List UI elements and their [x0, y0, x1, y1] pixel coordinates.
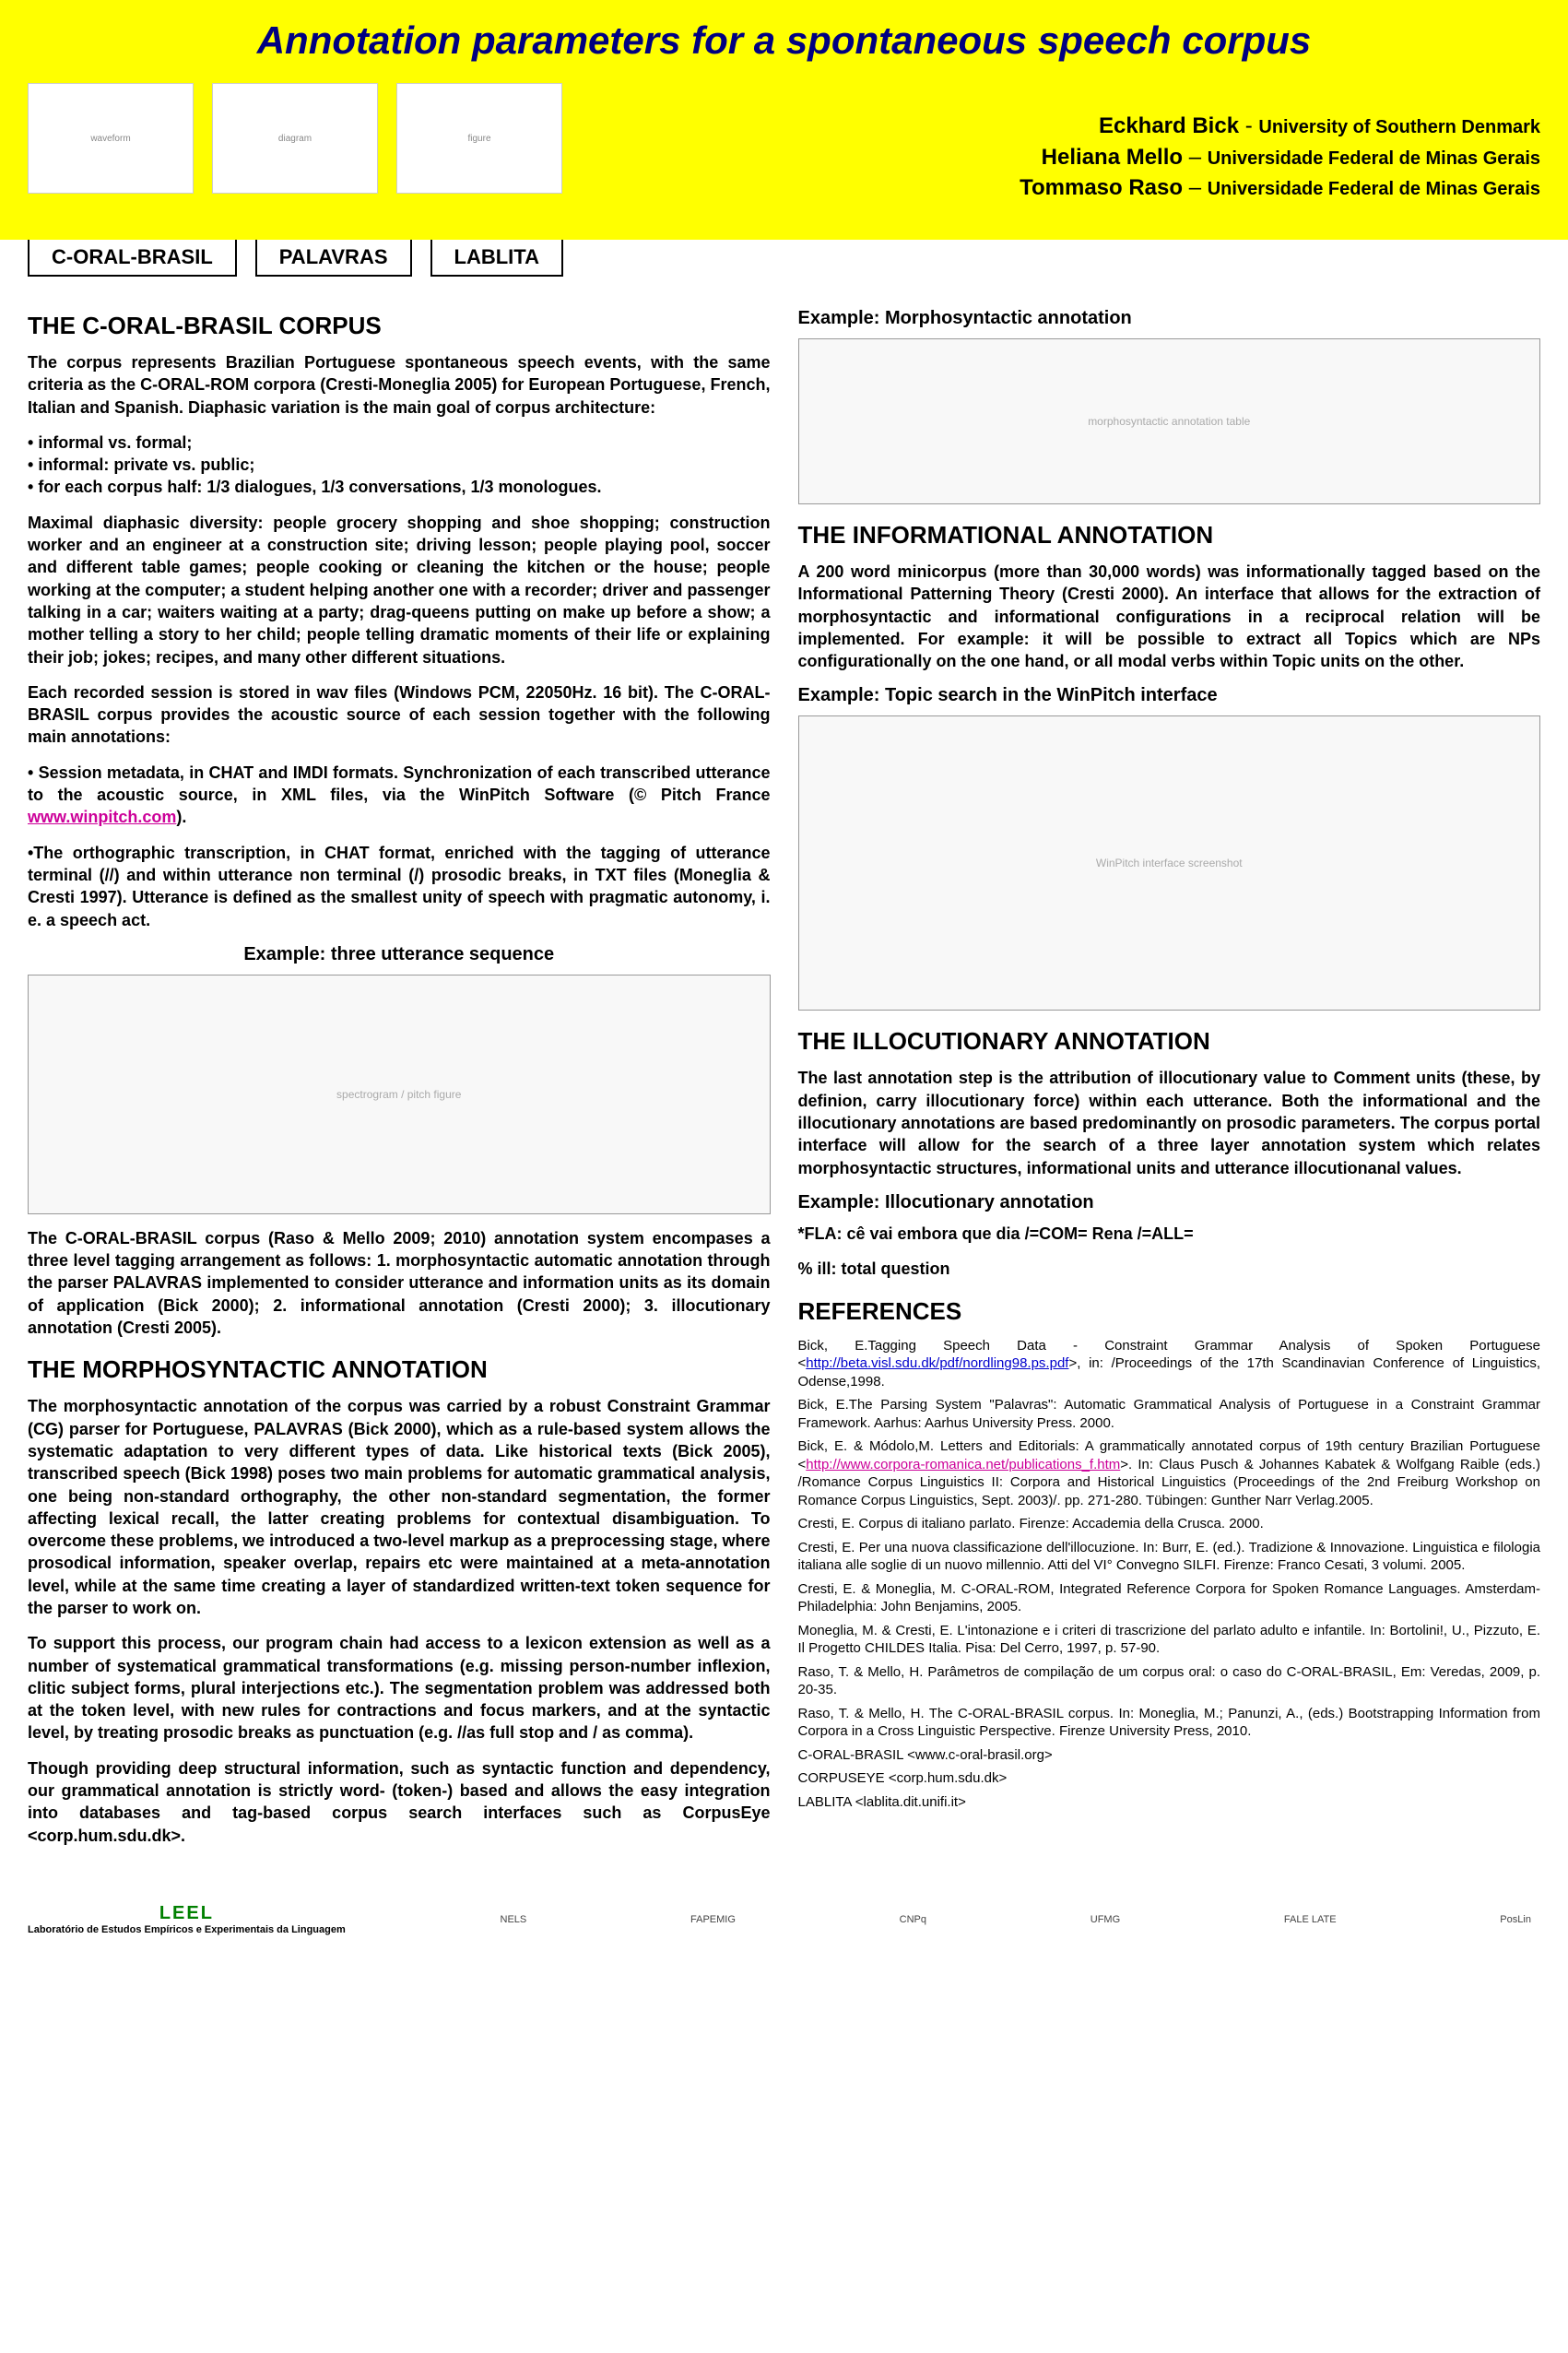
reference-1: Bick, E.The Parsing System "Palavras": A…	[798, 1396, 1541, 1432]
logo-fapemig: FAPEMIG	[681, 1887, 745, 1952]
left-p1: The corpus represents Brazilian Portugue…	[28, 351, 771, 419]
figure-spectrogram: spectrogram / pitch figure	[28, 975, 771, 1214]
reference-2: Bick, E. & Módolo,M. Letters and Editori…	[798, 1437, 1541, 1509]
tab-coral: C-ORAL-BRASIL	[28, 238, 237, 277]
right-p2: The last annotation step is the attribut…	[798, 1067, 1541, 1178]
logo-nels: NELS	[491, 1887, 536, 1952]
tab-lablita: LABLITA	[430, 238, 563, 277]
left-p7: Though providing deep structural informa…	[28, 1757, 771, 1847]
reference-7: Raso, T. & Mello, H. Parâmetros de compi…	[798, 1663, 1541, 1699]
tab-palavras: PALAVRAS	[255, 238, 412, 277]
footer-logos: LEEL Laboratório de Estudos Empíricos e …	[0, 1878, 1568, 1970]
reference-6: Moneglia, M. & Cresti, E. L'intonazione …	[798, 1622, 1541, 1658]
illoc-example-line2: % ill: total question	[798, 1258, 1541, 1280]
reference-3: Cresti, E. Corpus di italiano parlato. F…	[798, 1515, 1541, 1533]
right-p1: A 200 word minicorpus (more than 30,000 …	[798, 561, 1541, 672]
section-references: REFERENCES	[798, 1297, 1541, 1326]
section-illocutionary: THE ILLOCUTIONARY ANNOTATION	[798, 1027, 1541, 1056]
reference-4: Cresti, E. Per una nuova classificazione…	[798, 1539, 1541, 1575]
left-p3c: •The orthographic transcription, in CHAT…	[28, 842, 771, 931]
left-p2: Maximal diaphasic diversity: people groc…	[28, 512, 771, 668]
reference-link-2[interactable]: http://www.corpora-romanica.net/publicat…	[806, 1457, 1120, 1472]
example-three-utterance: Example: three utterance sequence	[28, 944, 771, 965]
header-image-3: figure	[396, 83, 562, 194]
example-morpho-annot: Example: Morphosyntactic annotation	[798, 308, 1541, 329]
authors-block: Eckhard Bick - University of Southern De…	[1020, 111, 1540, 204]
left-bullets-1: informal vs. formal; informal: private v…	[28, 432, 771, 499]
poster-title: Annotation parameters for a spontaneous …	[28, 18, 1540, 63]
logo-cnpq: CNPq	[890, 1887, 936, 1952]
figure-morpho-table: morphosyntactic annotation table	[798, 338, 1541, 504]
reference-link-0[interactable]: http://beta.visl.sdu.dk/pdf/nordling98.p…	[806, 1355, 1068, 1371]
poster-header: Annotation parameters for a spontaneous …	[0, 0, 1568, 240]
logo-ufmg: UFMG	[1081, 1887, 1129, 1952]
section-coral-corpus: THE C-ORAL-BRASIL CORPUS	[28, 312, 771, 340]
left-p6: To support this process, our program cha…	[28, 1632, 771, 1744]
winpitch-link[interactable]: www.winpitch.com	[28, 808, 176, 826]
right-column: Example: Morphosyntactic annotation morp…	[798, 295, 1541, 1860]
left-p3a: Each recorded session is stored in wav f…	[28, 681, 771, 749]
poster-root: Annotation parameters for a spontaneous …	[0, 0, 1568, 1970]
reference-0: Bick, E.Tagging Speech Data - Constraint…	[798, 1337, 1541, 1391]
header-image-1: waveform	[28, 83, 194, 194]
example-topic-search: Example: Topic search in the WinPitch in…	[798, 685, 1541, 706]
reference-11: LABLITA <lablita.dit.unifi.it>	[798, 1793, 1541, 1812]
section-informational: THE INFORMATIONAL ANNOTATION	[798, 521, 1541, 550]
logo-poslin: PosLin	[1491, 1887, 1540, 1952]
example-illoc-annot: Example: Illocutionary annotation	[798, 1192, 1541, 1213]
section-morpho: THE MORPHOSYNTACTIC ANNOTATION	[28, 1355, 771, 1384]
header-thumbnails: waveform diagram figure	[28, 83, 562, 194]
author-1: Eckhard Bick - University of Southern De…	[1020, 111, 1540, 142]
reference-10: CORPUSEYE <corp.hum.sdu.dk>	[798, 1769, 1541, 1788]
left-p3b: • Session metadata, in CHAT and IMDI for…	[28, 762, 771, 829]
content-columns: THE C-ORAL-BRASIL CORPUS The corpus repr…	[0, 277, 1568, 1878]
illoc-example-line1: *FLA: cê vai embora que dia /=COM= Rena …	[798, 1223, 1541, 1245]
tabs-row: C-ORAL-BRASIL PALAVRAS LABLITA	[0, 238, 1568, 277]
reference-9: C-ORAL-BRASIL <www.c-oral-brasil.org>	[798, 1746, 1541, 1765]
reference-8: Raso, T. & Mello, H. The C-ORAL-BRASIL c…	[798, 1705, 1541, 1741]
reference-5: Cresti, E. & Moneglia, M. C-ORAL-ROM, In…	[798, 1580, 1541, 1616]
leel-logo: LEEL Laboratório de Estudos Empíricos e …	[28, 1903, 346, 1935]
figure-winpitch-screenshot: WinPitch interface screenshot	[798, 715, 1541, 1011]
left-p4: The C-ORAL-BRASIL corpus (Raso & Mello 2…	[28, 1227, 771, 1339]
references-list: Bick, E.Tagging Speech Data - Constraint…	[798, 1337, 1541, 1812]
left-p5: The morphosyntactic annotation of the co…	[28, 1395, 771, 1619]
author-2: Heliana Mello – Universidade Federal de …	[1020, 142, 1540, 173]
logo-fale: FALE LATE	[1275, 1887, 1346, 1952]
left-column: THE C-ORAL-BRASIL CORPUS The corpus repr…	[28, 295, 771, 1860]
header-image-2: diagram	[212, 83, 378, 194]
author-3: Tommaso Raso – Universidade Federal de M…	[1020, 172, 1540, 204]
